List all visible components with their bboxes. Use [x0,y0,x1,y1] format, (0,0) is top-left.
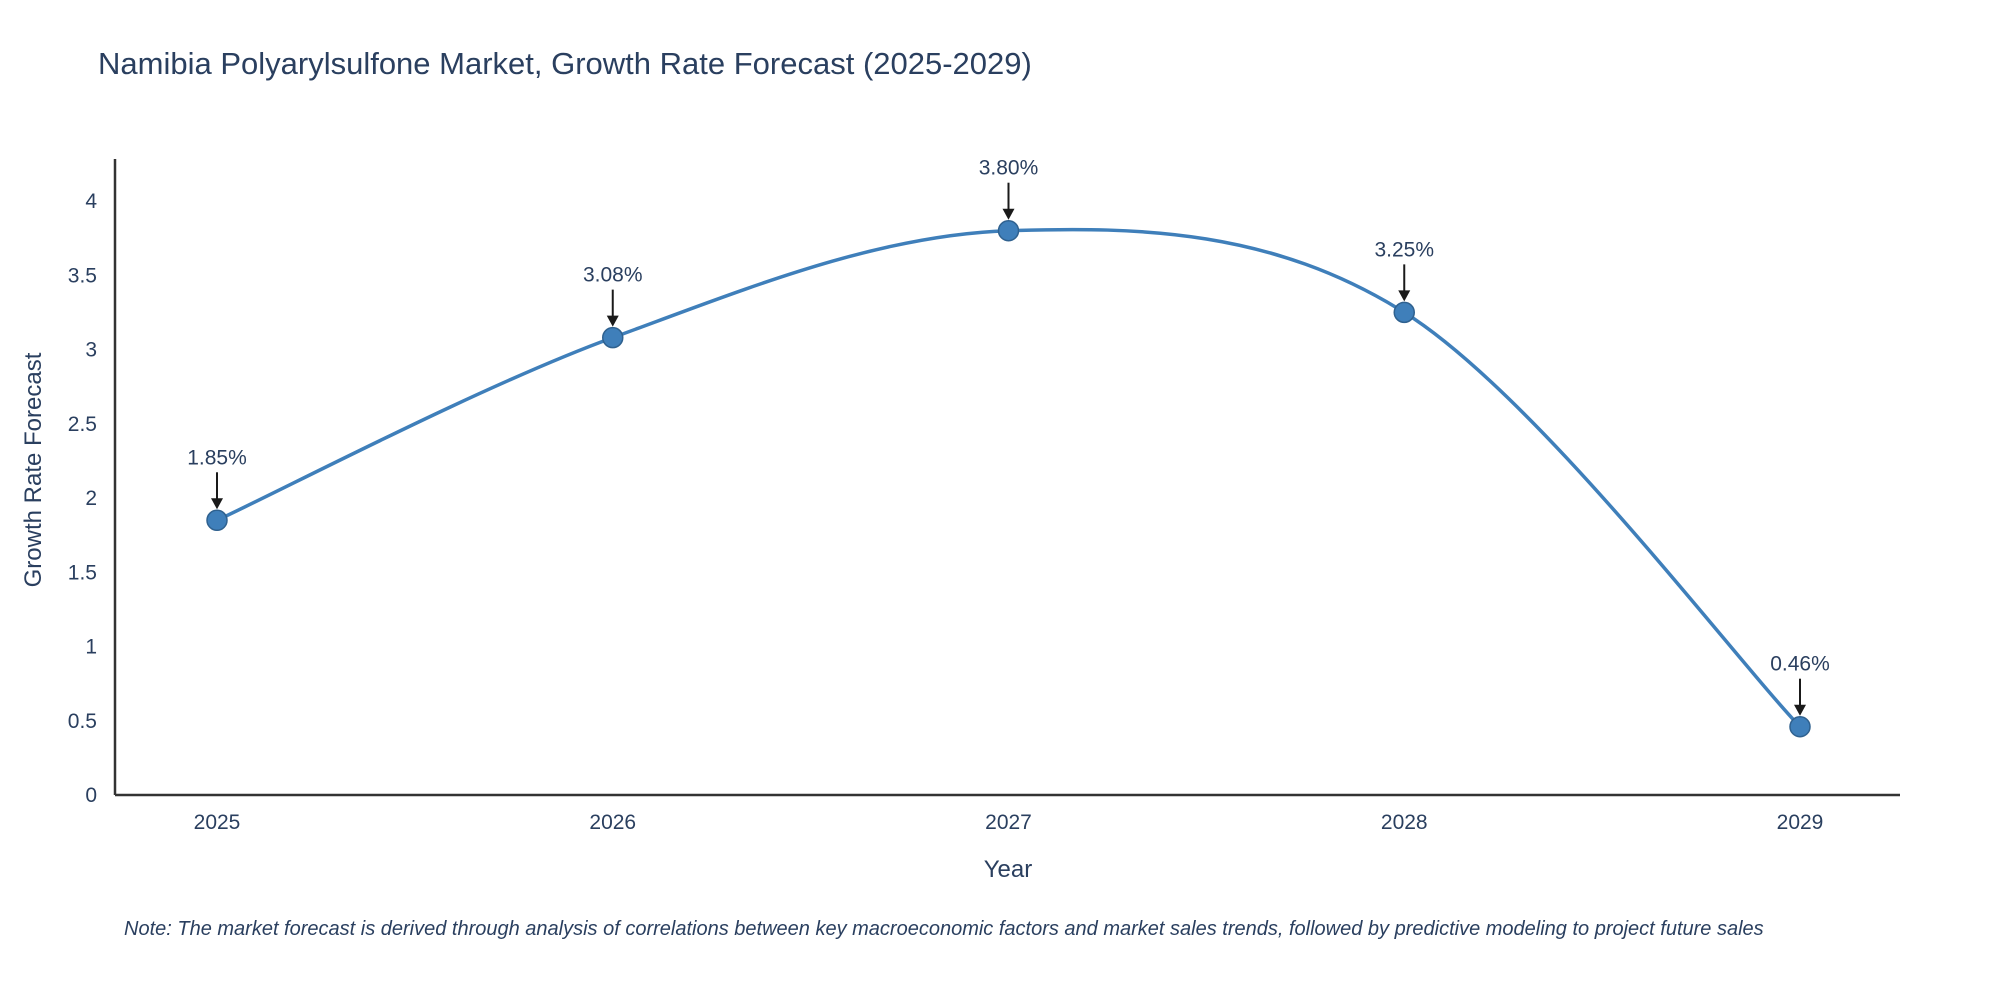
annotation-arrowhead [1398,290,1411,302]
annotation-arrowhead [1002,208,1015,220]
point-label: 3.80% [979,157,1039,180]
x-tick-label: 2029 [1777,811,1824,834]
point-label: 3.25% [1374,238,1434,261]
data-point-2025[interactable] [206,509,228,532]
point-label: 3.08% [583,264,643,287]
annotation-arrowhead [211,498,223,510]
x-tick-label: 2025 [194,811,241,834]
data-point-2029[interactable] [1789,715,1811,738]
y-tick-label: 3 [85,339,97,362]
x-tick-label: 2026 [589,811,636,834]
x-tick-label: 2028 [1381,811,1428,834]
data-point-2026[interactable] [602,326,624,349]
data-point-2028[interactable] [1393,301,1415,324]
annotation-arrowhead [606,315,619,327]
annotation-arrowhead [1794,704,1806,716]
y-tick-label: 2 [85,487,97,510]
x-axis-title: Year [983,856,1033,883]
y-tick-label: 4 [85,190,97,213]
y-tick-label: 2.5 [68,413,97,436]
point-label: 0.46% [1770,653,1830,676]
y-tick-label: 0.5 [68,710,97,733]
x-tick-label: 2027 [985,811,1032,834]
footnote: Note: The market forecast is derived thr… [124,918,1764,940]
y-tick-label: 1 [85,636,97,659]
trend-line [216,227,1802,728]
chart-title: Namibia Polyarylsulfone Market, Growth R… [98,46,1032,81]
y-tick-label: 3.5 [68,264,97,287]
y-tick-label: 1.5 [68,561,97,584]
point-label: 1.85% [187,446,247,469]
data-point-2027[interactable] [997,219,1020,242]
y-tick-label: 0 [85,784,97,807]
